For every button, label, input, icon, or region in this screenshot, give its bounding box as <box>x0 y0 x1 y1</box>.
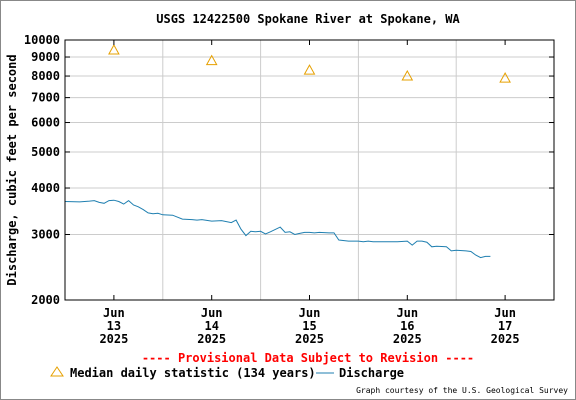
y-tick-label: 3000 <box>31 227 60 241</box>
y-tick-label: 8000 <box>31 69 60 83</box>
legend: Median daily statistic (134 years) Disch… <box>50 366 404 380</box>
provisional-notice: ---- Provisional Data Subject to Revisio… <box>142 351 474 365</box>
median-point <box>108 43 120 55</box>
median-point <box>205 54 218 66</box>
median-point <box>401 70 414 81</box>
y-tick-label: 10000 <box>24 33 60 47</box>
y-tick-label: 7000 <box>31 91 60 105</box>
y-tick-label: 6000 <box>31 116 60 130</box>
x-tick-label: 15 <box>302 319 316 333</box>
grid-lines <box>65 40 554 300</box>
x-tick-label: 2025 <box>491 332 520 346</box>
x-tick-label: 13 <box>107 319 121 333</box>
x-axis-ticks: Jun132025Jun142025Jun152025Jun162025Jun1… <box>99 40 520 346</box>
y-axis-ticks: 2000 3000 4000 5000 6000 7000 8000 9000 10000 <box>24 33 554 307</box>
discharge-series-line <box>64 199 491 259</box>
x-tick-label: 2025 <box>197 332 226 346</box>
y-tick-label: 9000 <box>31 50 60 64</box>
graph-credit: Graph courtesy of the U.S. Geological Su… <box>356 386 568 395</box>
plot-layer <box>64 43 511 259</box>
median-point <box>303 64 316 75</box>
legend-discharge-label: Discharge <box>339 366 404 380</box>
x-tick-label: Jun <box>299 306 321 320</box>
x-tick-label: 16 <box>400 319 414 333</box>
y-tick-label: 5000 <box>31 145 60 159</box>
x-tick-label: Jun <box>494 306 516 320</box>
x-tick-label: 2025 <box>393 332 422 346</box>
legend-median-label: Median daily statistic (134 years) <box>70 366 316 380</box>
x-tick-label: 14 <box>204 319 218 333</box>
x-tick-label: 17 <box>498 319 512 333</box>
x-tick-label: 2025 <box>99 332 128 346</box>
x-tick-label: Jun <box>103 306 125 320</box>
x-tick-label: Jun <box>396 306 418 320</box>
y-tick-label: 4000 <box>31 181 60 195</box>
x-tick-label: 2025 <box>295 332 324 346</box>
y-tick-label: 2000 <box>31 293 60 307</box>
chart-title: USGS 12422500 Spokane River at Spokane, … <box>156 12 460 26</box>
x-tick-label: Jun <box>201 306 223 320</box>
y-axis-label: Discharge, cubic feet per second <box>5 54 19 285</box>
median-point <box>499 72 511 83</box>
legend-median-marker <box>50 366 64 377</box>
